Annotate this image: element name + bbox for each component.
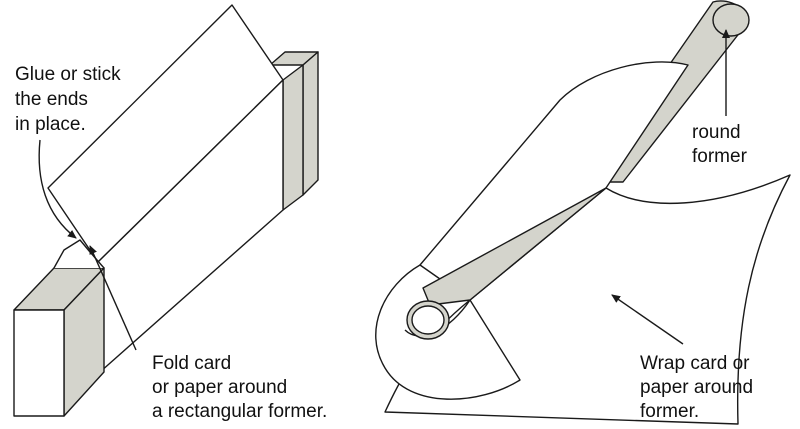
fold-label-line: a rectangular former. (152, 401, 327, 422)
former-back-end-block (269, 51, 319, 211)
round-former-top-end (712, 3, 750, 37)
fold-label-line: or paper around (152, 377, 287, 398)
former-front-end-face (13, 309, 65, 417)
wrap-label-line: former. (640, 401, 699, 422)
glue-label-line: in place. (15, 114, 86, 135)
former-back-end-face (282, 64, 304, 211)
fold-label: Fold card or paper around a rectangular … (152, 353, 327, 422)
glue-label-line: the ends (15, 89, 88, 110)
round-former-bottom-end-inner (411, 305, 445, 335)
wrap-label: Wrap card or paper around former. (640, 353, 758, 422)
round-former-label-line: former (692, 146, 748, 167)
glue-label-line: Glue or stick (15, 64, 121, 85)
wrap-arrow (611, 294, 684, 345)
glue-label: Glue or stick the ends in place. (15, 64, 126, 135)
fold-label-line: Fold card (152, 353, 231, 374)
wrap-label-line: Wrap card or (640, 353, 750, 374)
former-back-end-right-face (302, 51, 319, 196)
wrap-label-line: paper around (640, 377, 753, 398)
glue-arrow (38, 139, 77, 239)
round-former-illustration (375, 0, 791, 425)
round-former-label-line: round (692, 122, 741, 143)
round-former-label: round former (692, 122, 748, 167)
fold-arrow (89, 245, 137, 351)
former-front-end-block (13, 267, 105, 417)
